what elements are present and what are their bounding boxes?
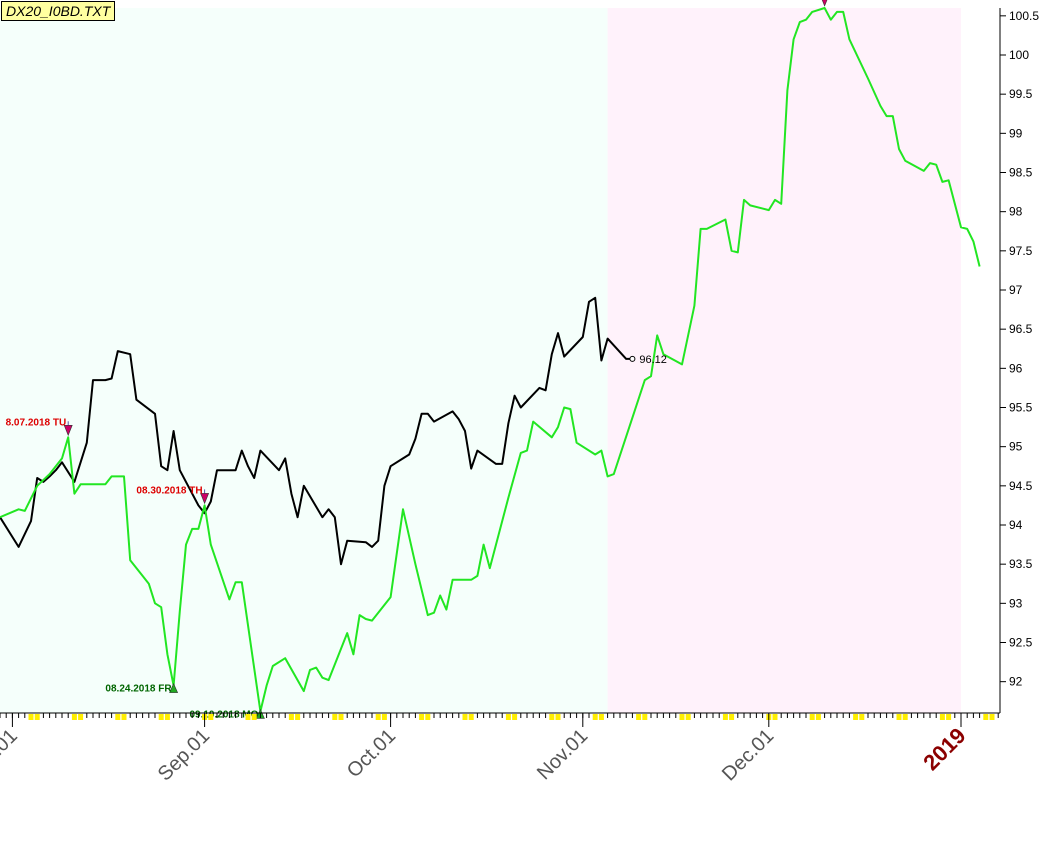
- y-tick-label-9: 96.5: [1009, 322, 1033, 336]
- weekend-tick: [679, 714, 685, 720]
- annotation-marker-0: [63, 424, 73, 437]
- y-tick-label-2: 93: [1009, 596, 1023, 610]
- weekend-tick: [115, 714, 121, 720]
- weekend-tick: [555, 714, 561, 720]
- x-tick-label-5: 2019: [918, 723, 970, 775]
- weekend-tick: [28, 714, 34, 720]
- y-tick-label-5: 94.5: [1009, 479, 1033, 493]
- shaded-region-1: [607, 8, 961, 713]
- weekend-tick: [164, 714, 170, 720]
- weekend-tick: [34, 714, 40, 720]
- last-value-marker: [629, 355, 636, 362]
- weekend-tick: [642, 714, 648, 720]
- weekend-tick: [815, 714, 821, 720]
- chart-title: DX20_I0BD.TXT: [1, 1, 116, 21]
- weekend-tick: [939, 714, 945, 720]
- y-tick-label-6: 95: [1009, 440, 1023, 454]
- weekend-tick: [381, 714, 387, 720]
- x-tick-label-1: Sep.01: [154, 725, 214, 785]
- weekend-tick: [809, 714, 815, 720]
- series-line-0: [0, 296, 633, 566]
- annotation-label-0: 8.07.2018 TU: [6, 417, 67, 428]
- y-tick-label-1: 92.5: [1009, 636, 1033, 650]
- weekend-tick: [158, 714, 164, 720]
- y-tick-label-12: 98: [1009, 205, 1023, 219]
- series-lines: 96.12: [0, 7, 981, 713]
- y-tick-label-7: 95.5: [1009, 401, 1033, 415]
- x-tick-label-4: Dec.01: [718, 725, 778, 785]
- y-tick-label-14: 99: [1009, 126, 1023, 140]
- weekend-tick: [512, 714, 518, 720]
- annotation-label-2: 08.24.2018 FR: [105, 684, 172, 695]
- weekend-tick: [78, 714, 84, 720]
- weekend-tick: [983, 714, 989, 720]
- y-tick-label-4: 94: [1009, 518, 1023, 532]
- y-tick-label-15: 99.5: [1009, 87, 1033, 101]
- weekend-tick: [375, 714, 381, 720]
- shaded-region-0: [0, 8, 608, 713]
- weekend-tick: [332, 714, 338, 720]
- weekend-tick: [722, 714, 728, 720]
- weekend-tick: [338, 714, 344, 720]
- weekend-tick: [598, 714, 604, 720]
- x-tick-label-2: Oct.01: [343, 725, 400, 782]
- weekend-tick: [121, 714, 127, 720]
- annotation-label-3: 09.10.2018 MO: [189, 709, 258, 720]
- weekend-tick: [245, 714, 251, 720]
- weekend-tick: [989, 714, 995, 720]
- weekend-tick: [425, 714, 431, 720]
- weekend-tick: [853, 714, 859, 720]
- x-tick-label-0: Aug.01: [0, 725, 22, 785]
- shaded-regions: [0, 8, 961, 713]
- y-tick-label-3: 93.5: [1009, 557, 1033, 571]
- weekend-tick: [208, 714, 214, 720]
- weekend-tick: [295, 714, 301, 720]
- annotation-marker-4: [821, 0, 828, 7]
- weekend-tick: [288, 714, 294, 720]
- weekend-tick: [772, 714, 778, 720]
- y-tick-label-16: 100: [1009, 48, 1029, 62]
- weekend-tick: [468, 714, 474, 720]
- series-line-1: [0, 7, 981, 713]
- weekend-tick: [592, 714, 598, 720]
- x-tick-label-3: Nov.01: [533, 725, 592, 784]
- annotation-marker-2: [169, 682, 179, 693]
- weekend-tick: [685, 714, 691, 720]
- y-tick-label-11: 97.5: [1009, 244, 1033, 258]
- y-axis: 92 92.5 93 93.5 94 94.5 95 95.5 96 96.5 97 97.5 98 98…: [999, 8, 1039, 713]
- annotations: 8.07.2018 TU 08.30.2018 TH 08.24.2018 FR 09…: [6, 0, 828, 720]
- weekend-tick: [462, 714, 468, 720]
- last-value-label: 96.12: [639, 354, 667, 366]
- weekend-tick: [636, 714, 642, 720]
- weekend-tick: [549, 714, 555, 720]
- y-tick-label-10: 97: [1009, 283, 1023, 297]
- annotation-marker-1: [200, 493, 210, 505]
- y-tick-label-8: 96: [1009, 361, 1023, 375]
- weekend-tick: [251, 714, 257, 720]
- weekend-tick: [896, 714, 902, 720]
- weekend-tick: [946, 714, 952, 720]
- y-tick-label-17: 100.5: [1009, 9, 1039, 23]
- y-tick-label-0: 92: [1009, 675, 1023, 689]
- weekend-tick: [729, 714, 735, 720]
- weekend-tick: [419, 714, 425, 720]
- weekend-tick: [505, 714, 511, 720]
- y-tick-label-13: 98.5: [1009, 166, 1033, 180]
- x-axis: Aug.01 Sep.01 Oct.01 Nov.01 Dec.01 2019: [0, 712, 1000, 785]
- weekend-tick: [902, 714, 908, 720]
- weekend-tick: [859, 714, 865, 720]
- weekend-tick: [71, 714, 77, 720]
- annotation-label-1: 08.30.2018 TH: [136, 485, 202, 496]
